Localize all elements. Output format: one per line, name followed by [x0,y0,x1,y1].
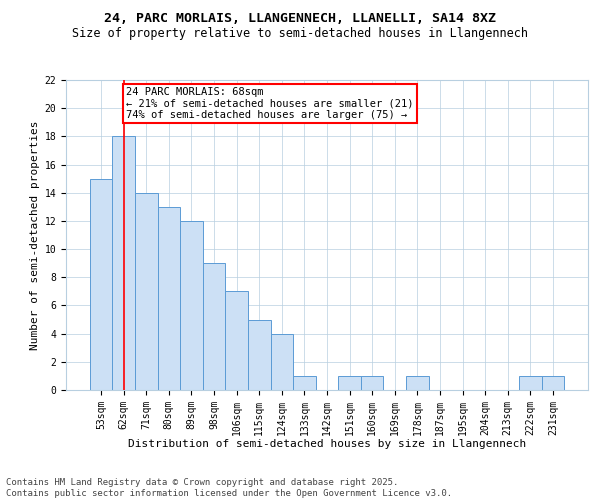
X-axis label: Distribution of semi-detached houses by size in Llangennech: Distribution of semi-detached houses by … [128,439,526,449]
Bar [90,178,112,390]
Bar [406,376,428,390]
Bar [519,376,542,390]
Bar [203,263,226,390]
Bar [542,376,564,390]
Text: Contains HM Land Registry data © Crown copyright and database right 2025.
Contai: Contains HM Land Registry data © Crown c… [6,478,452,498]
Bar [248,320,271,390]
Y-axis label: Number of semi-detached properties: Number of semi-detached properties [31,120,40,350]
Text: Size of property relative to semi-detached houses in Llangennech: Size of property relative to semi-detach… [72,28,528,40]
Text: 24 PARC MORLAIS: 68sqm
← 21% of semi-detached houses are smaller (21)
74% of sem: 24 PARC MORLAIS: 68sqm ← 21% of semi-det… [127,87,414,120]
Bar [293,376,316,390]
Bar [180,221,203,390]
Bar [158,207,180,390]
Bar [226,292,248,390]
Bar [112,136,135,390]
Bar [271,334,293,390]
Bar [338,376,361,390]
Bar [361,376,383,390]
Text: 24, PARC MORLAIS, LLANGENNECH, LLANELLI, SA14 8XZ: 24, PARC MORLAIS, LLANGENNECH, LLANELLI,… [104,12,496,26]
Bar [135,192,158,390]
